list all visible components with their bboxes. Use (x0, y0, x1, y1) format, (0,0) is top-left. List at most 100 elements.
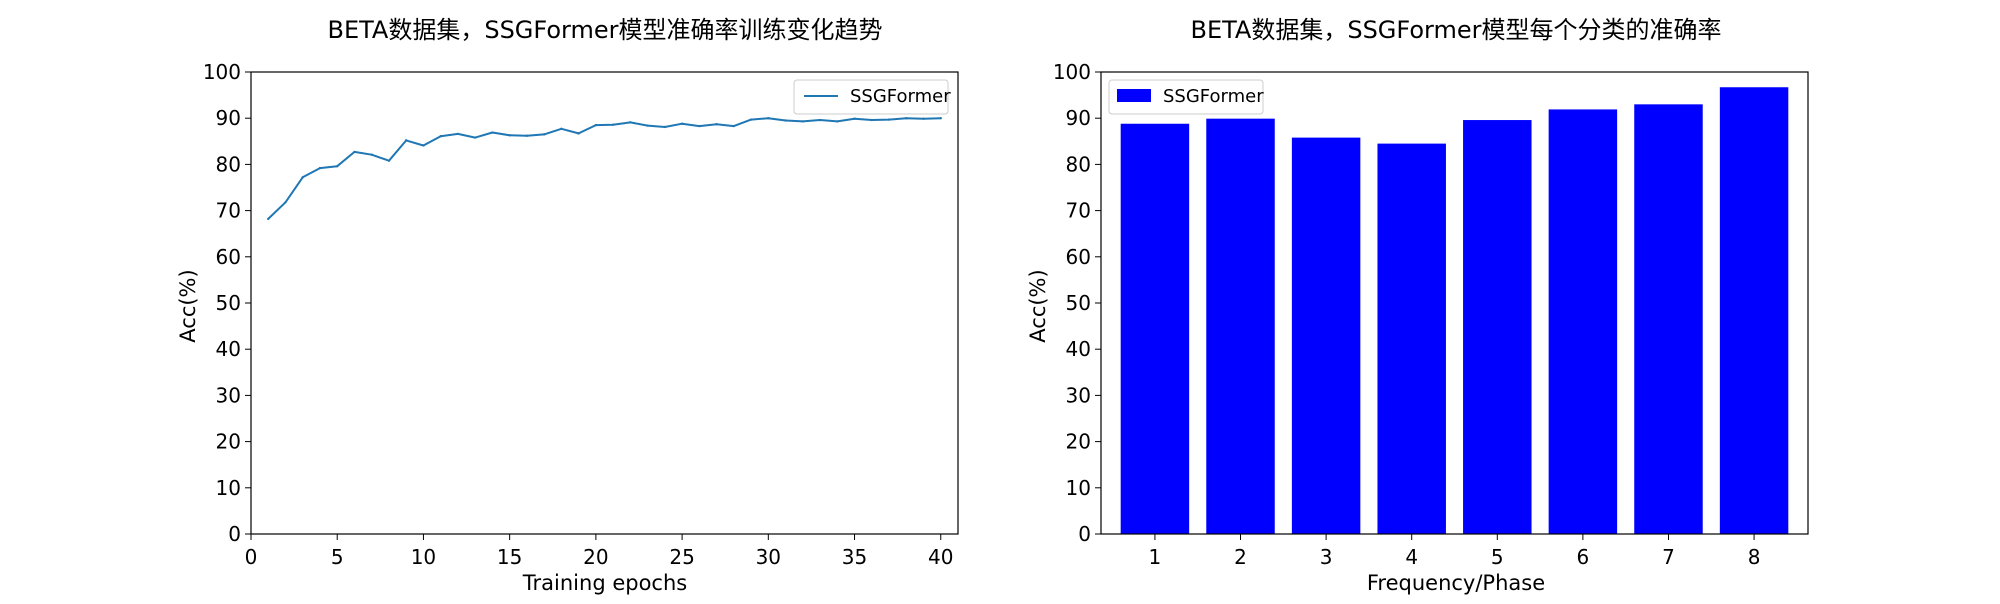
legend-box (1108, 79, 1264, 115)
line-chart-ticks: 0 10 20 30 40 50 60 70 80 90 100 0 5 10 15 20 25 30 35 40 (203, 60, 954, 569)
data-point (853, 117, 856, 120)
x-tick-label: 3 (1320, 545, 1333, 569)
data-point (611, 123, 615, 126)
x-tick-label: 15 (497, 545, 522, 569)
data-point (922, 117, 925, 120)
data-point (284, 201, 287, 204)
data-point (663, 125, 667, 129)
line-chart-title: BETA数据集，SSGFormer模型准确率训练变化趋势 (328, 16, 883, 44)
legend-bar-swatch (1117, 89, 1151, 102)
bar-7 (1634, 104, 1703, 534)
x-tick-label: 8 (1748, 545, 1761, 569)
data-point (680, 122, 684, 125)
y-tick-label: 70 (216, 199, 241, 223)
x-tick-label: 10 (411, 545, 436, 569)
data-point (456, 132, 460, 136)
x-tick-label: 5 (1491, 545, 1504, 569)
y-tick-label: 30 (1066, 383, 1091, 407)
legend-label: SSGFormer (850, 86, 951, 107)
data-point (887, 118, 891, 121)
data-point (749, 118, 753, 121)
data-point (267, 217, 270, 221)
y-tick-label: 40 (1066, 337, 1091, 361)
data-point (336, 165, 339, 168)
x-tick-label: 5 (331, 545, 344, 569)
data-point (508, 134, 511, 137)
x-tick-label: 7 (1662, 545, 1675, 569)
x-tick-label: 2 (1234, 545, 1247, 569)
y-tick-label: 20 (216, 430, 241, 454)
line-chart-frame (250, 71, 959, 535)
data-point (939, 117, 942, 120)
y-tick-label: 0 (228, 522, 241, 546)
bar-chart-xlabel: Frequency/Phase (1367, 571, 1545, 595)
line-chart-marks (267, 117, 942, 221)
y-tick-label: 80 (1066, 152, 1091, 176)
bar-chart-ylabel: Acc(%) (1026, 269, 1050, 342)
data-point (491, 131, 494, 134)
data-point (525, 134, 529, 137)
series-line-0 (267, 117, 941, 220)
line-chart-xlabel: Training epochs (522, 571, 687, 595)
bar-chart: BETA数据集，SSGFormer模型每个分类的准确率 Frequency/Ph… (1026, 16, 1809, 595)
bar-2 (1206, 118, 1275, 535)
bar-chart-title: BETA数据集，SSGFormer模型每个分类的准确率 (1191, 16, 1722, 44)
data-point (905, 117, 908, 120)
y-tick-label: 0 (1078, 522, 1091, 546)
data-point (818, 118, 822, 122)
bar-8 (1719, 87, 1789, 534)
y-tick-label: 30 (216, 383, 241, 407)
data-point (870, 118, 873, 122)
data-point (422, 144, 425, 147)
data-point (629, 121, 632, 124)
bar-1 (1120, 123, 1190, 534)
y-tick-label: 80 (216, 152, 241, 176)
data-point (404, 139, 408, 142)
y-tick-label: 50 (1066, 291, 1091, 315)
data-point (560, 127, 563, 131)
y-tick-label: 50 (216, 291, 241, 315)
x-tick-label: 6 (1577, 545, 1590, 569)
bar-chart-frame (1100, 71, 1809, 535)
legend-box (793, 79, 949, 115)
data-point (784, 119, 787, 122)
y-tick-label: 20 (1066, 430, 1091, 454)
data-point (370, 153, 373, 156)
data-point (594, 123, 598, 127)
data-point (473, 136, 477, 139)
data-point (542, 133, 546, 136)
x-tick-label: 25 (669, 545, 694, 569)
x-tick-label: 20 (583, 545, 608, 569)
bar-chart-marks (1120, 87, 1789, 535)
data-point (732, 124, 736, 128)
y-tick-label: 60 (216, 245, 241, 269)
data-point (767, 117, 770, 120)
y-tick-label: 10 (1066, 476, 1091, 500)
x-tick-label: 0 (245, 545, 258, 569)
data-point (715, 123, 718, 126)
y-tick-label: 90 (216, 106, 241, 130)
bar-5 (1463, 120, 1532, 534)
bar-chart-legend: SSGFormer (1108, 79, 1264, 115)
bar-3 (1291, 137, 1361, 534)
data-point (387, 159, 391, 162)
data-point (646, 124, 649, 127)
y-tick-label: 40 (216, 337, 241, 361)
legend-label: SSGFormer (1163, 86, 1264, 107)
data-point (577, 132, 580, 135)
data-point (439, 135, 442, 138)
x-tick-label: 4 (1405, 545, 1418, 569)
x-tick-label: 35 (842, 545, 867, 569)
data-point (698, 124, 701, 128)
x-tick-label: 40 (928, 545, 953, 569)
bar-4 (1377, 143, 1446, 535)
x-tick-label: 30 (756, 545, 781, 569)
data-point (353, 150, 356, 154)
data-point (801, 120, 805, 123)
data-point (836, 120, 839, 123)
line-chart-legend: SSGFormer (793, 79, 951, 115)
line-chart-ylabel: Acc(%) (176, 269, 200, 342)
y-tick-label: 90 (1066, 106, 1091, 130)
